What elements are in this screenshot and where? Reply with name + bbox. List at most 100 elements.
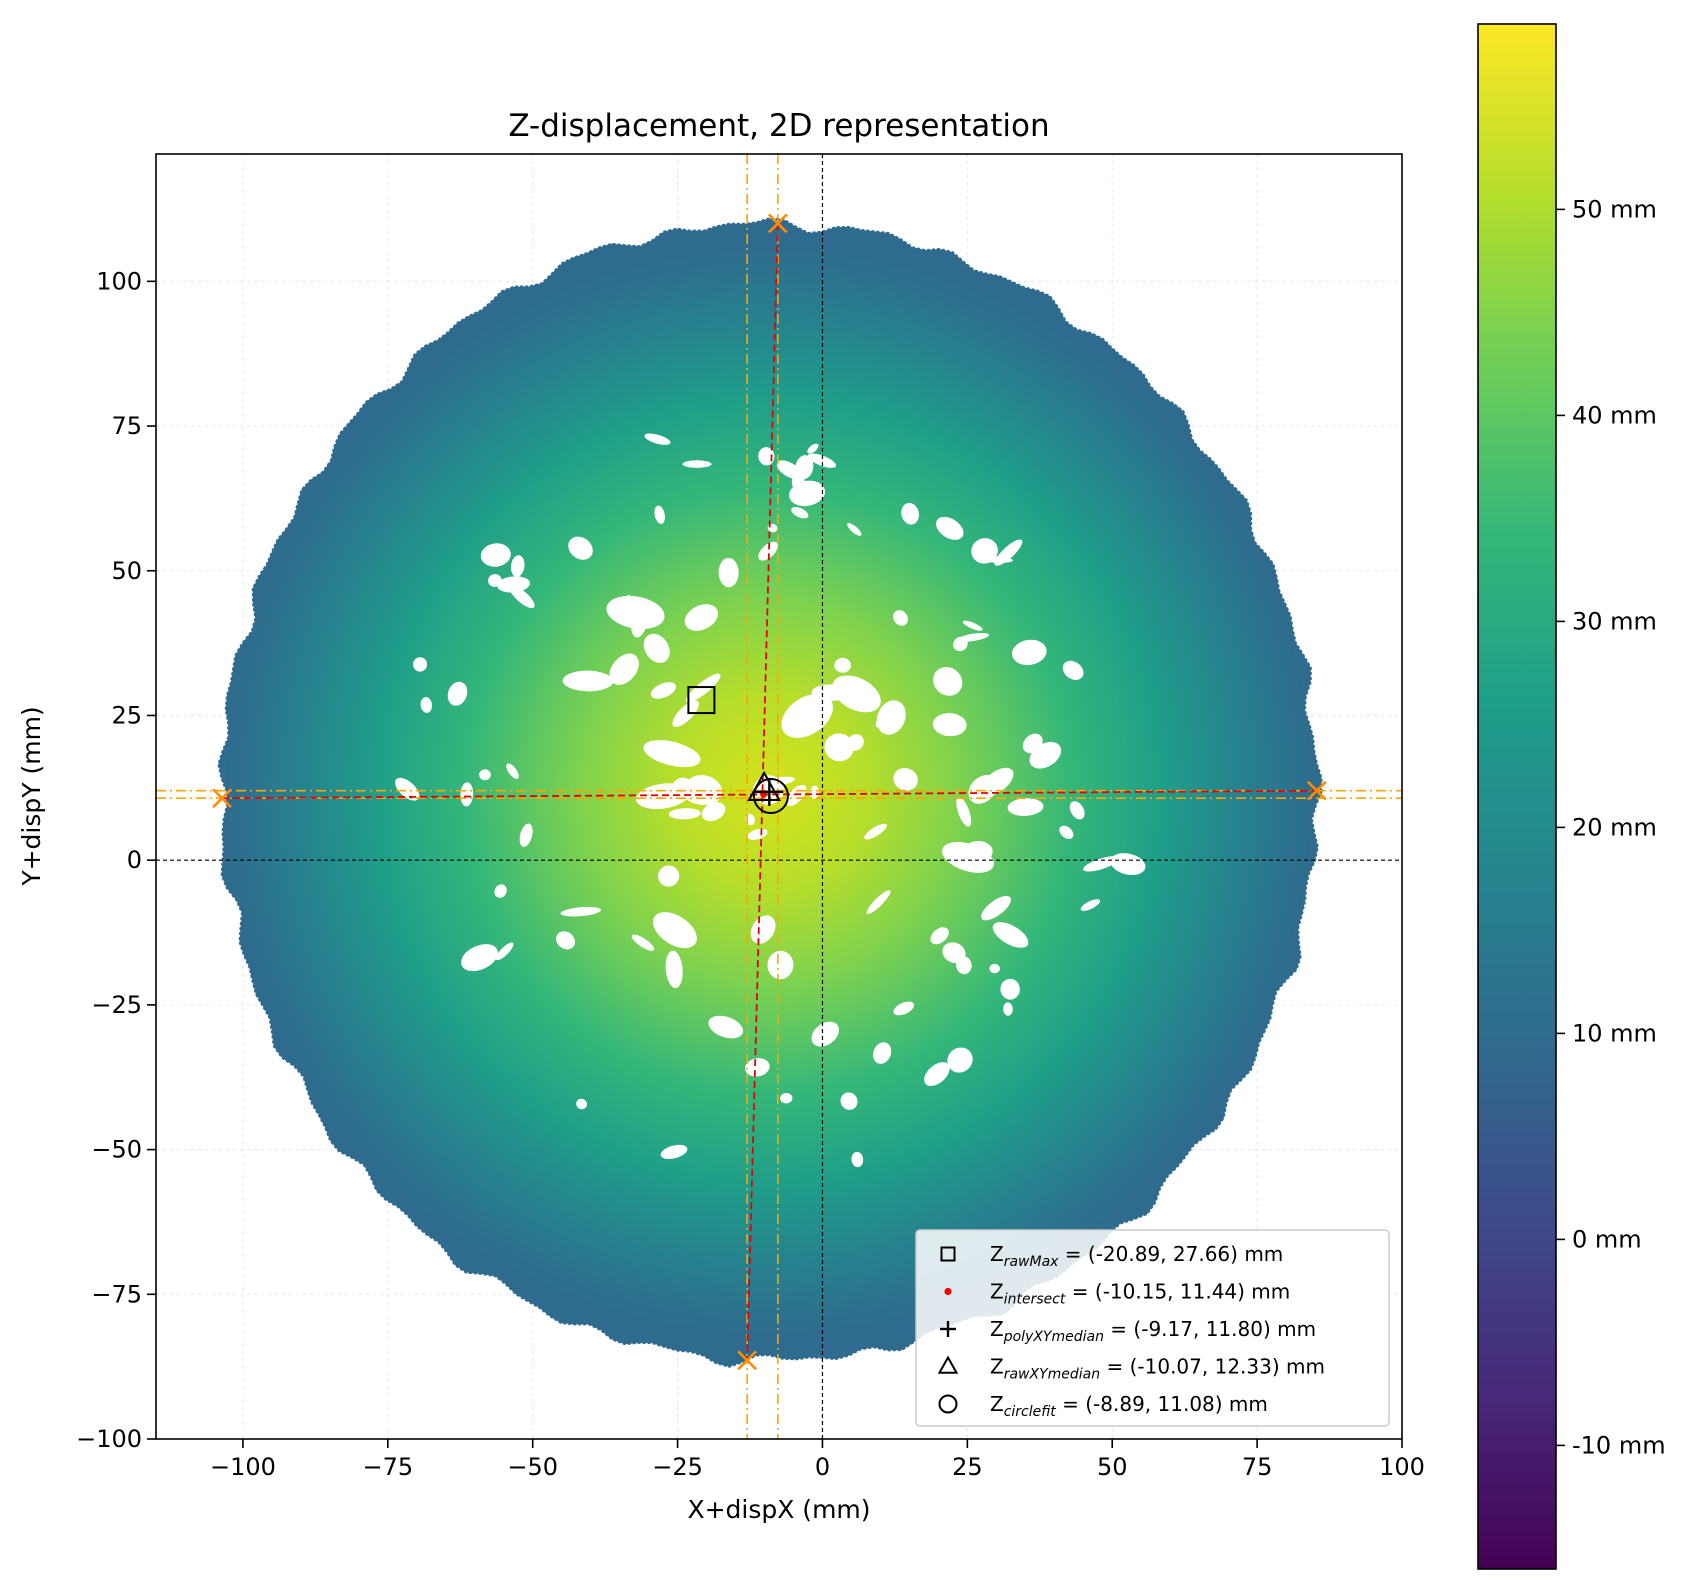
missing-data-hole (811, 1021, 839, 1047)
missing-data-hole (510, 555, 525, 578)
missing-data-hole (708, 1015, 744, 1039)
missing-data-hole (668, 808, 701, 820)
missing-data-hole (420, 697, 433, 713)
missing-data-hole (631, 934, 655, 951)
missing-data-hole (851, 1151, 864, 1168)
missing-data-hole (989, 963, 1001, 974)
missing-data-hole (776, 460, 803, 480)
legend-entry-polyXYmedian: ZpolyXYmedian = (-9.17, 11.80) mm (940, 1317, 1316, 1345)
missing-data-hole (701, 802, 726, 822)
colorbar-tick-label: 50 mm (1572, 195, 1657, 223)
colorbar-ticks: -10 mm 0 mm 10 mm 20 mm 30 mm 40 mm 50 mm (1556, 195, 1666, 1459)
missing-data-hole (747, 828, 768, 840)
missing-data-hole (758, 541, 779, 561)
missing-data-hole (652, 912, 697, 949)
missing-data-hole (992, 922, 1029, 948)
plot-area: −100 −75 −50 −25 0 25 50 75 100 −100 −75 −50 −25 0 25… (76, 153, 1425, 1481)
vertical-fit-line (746, 223, 779, 1361)
colorbar-tick-label: 40 mm (1572, 401, 1657, 429)
missing-data-hole (413, 657, 428, 672)
missing-data-hole (654, 505, 665, 524)
missing-data-holes (395, 433, 1146, 1168)
missing-data-hole (942, 942, 966, 964)
x-tick-label: 75 (1242, 1453, 1273, 1481)
colorbar-tick-label: 20 mm (1572, 813, 1657, 841)
legend: ZrawMax = (-20.89, 27.66) mm Zintersect =… (915, 1229, 1390, 1427)
missing-data-hole (519, 823, 533, 847)
missing-data-hole (1011, 639, 1047, 666)
missing-data-hole (942, 842, 995, 873)
missing-data-hole (932, 713, 967, 737)
missing-data-hole (672, 700, 699, 728)
y-tick-label: −50 (91, 1136, 142, 1164)
missing-data-hole (893, 1001, 915, 1016)
missing-data-hole (1080, 899, 1100, 911)
missing-data-hole (924, 1062, 950, 1087)
extreme-point-marker (212, 788, 232, 809)
x-tick-label: 25 (952, 1453, 983, 1481)
legend-symbol-triangle (937, 1355, 959, 1374)
missing-data-hole (660, 1144, 688, 1159)
missing-data-hole (791, 507, 809, 519)
legend-label: ZrawXYmedian = (-10.07, 12.33) mm (990, 1355, 1325, 1383)
colorbar-tick-label: 10 mm (1572, 1019, 1657, 1047)
y-axis-ticks: −100 −75 −50 −25 0 25 50 75 100 (76, 267, 156, 1453)
x-tick-label: 50 (1097, 1453, 1128, 1481)
missing-data-hole (494, 884, 507, 898)
missing-data-hole (824, 733, 854, 762)
missing-data-hole (506, 763, 519, 779)
legend-label: ZrawMax = (-20.89, 27.66) mm (990, 1242, 1283, 1270)
marker-circlefit (752, 778, 789, 815)
legend-label: Zcirclefit = (-8.89, 11.08) mm (990, 1392, 1268, 1420)
missing-data-hole (447, 681, 468, 706)
missing-data-hole (1110, 853, 1146, 876)
missing-data-hole (781, 693, 833, 738)
missing-data-hole (750, 915, 776, 944)
missing-data-hole (480, 543, 511, 567)
missing-data-hole (1007, 798, 1044, 816)
missing-data-hole (556, 931, 576, 950)
markers (212, 213, 1327, 1371)
missing-data-hole (682, 460, 712, 468)
missing-data-hole (650, 682, 676, 699)
missing-data-hole (767, 950, 794, 980)
missing-data-hole (930, 927, 949, 945)
missing-data-hole (560, 906, 602, 917)
chart-title: Z-displacement, 2D representation (508, 108, 1049, 144)
missing-data-hole (956, 797, 972, 827)
missing-data-hole (1062, 660, 1084, 680)
legend-symbol-plus (940, 1321, 956, 1337)
missing-data-hole (576, 1098, 588, 1110)
y-tick-label: 50 (111, 557, 142, 585)
missing-data-hole (807, 443, 819, 454)
extreme-point-marker (767, 213, 788, 234)
extreme-point-marker (1306, 780, 1327, 801)
missing-data-hole (685, 775, 723, 805)
y-tick-label: 0 (127, 846, 142, 874)
x-tick-label: −75 (362, 1453, 413, 1481)
y-tick-label: 25 (111, 701, 142, 729)
missing-data-hole (395, 777, 420, 801)
legend-box (915, 1229, 1390, 1427)
x-axis-label: X+dispX (mm) (687, 1495, 870, 1524)
missing-data-hole (840, 1092, 858, 1110)
x-tick-label: −25 (652, 1453, 703, 1481)
missing-data-hole (834, 657, 852, 673)
missing-data-hole (658, 865, 680, 887)
axes-frame (155, 153, 1403, 1440)
legend-symbol-red-dot (944, 1287, 952, 1296)
missing-data-hole (479, 769, 491, 781)
legend-entry-circlefit: Zcirclefit = (-8.89, 11.08) mm (938, 1392, 1268, 1420)
y-tick-label: −100 (76, 1425, 142, 1453)
missing-data-hole (864, 823, 887, 840)
colorbar: -10 mm 0 mm 10 mm 20 mm 30 mm 40 mm 50 mm (1477, 23, 1666, 1570)
missing-data-hole (846, 734, 864, 751)
y-axis-label: Y+dispY (mm) (17, 706, 46, 886)
missing-data-hole (1059, 825, 1074, 839)
legend-label: ZpolyXYmedian = (-9.17, 11.80) mm (990, 1317, 1316, 1345)
missing-data-hole (780, 1092, 793, 1104)
extreme-point-marker (737, 1350, 758, 1371)
marker-rawMax (687, 686, 716, 715)
missing-data-hole (807, 453, 837, 468)
missing-data-hole (461, 944, 498, 972)
